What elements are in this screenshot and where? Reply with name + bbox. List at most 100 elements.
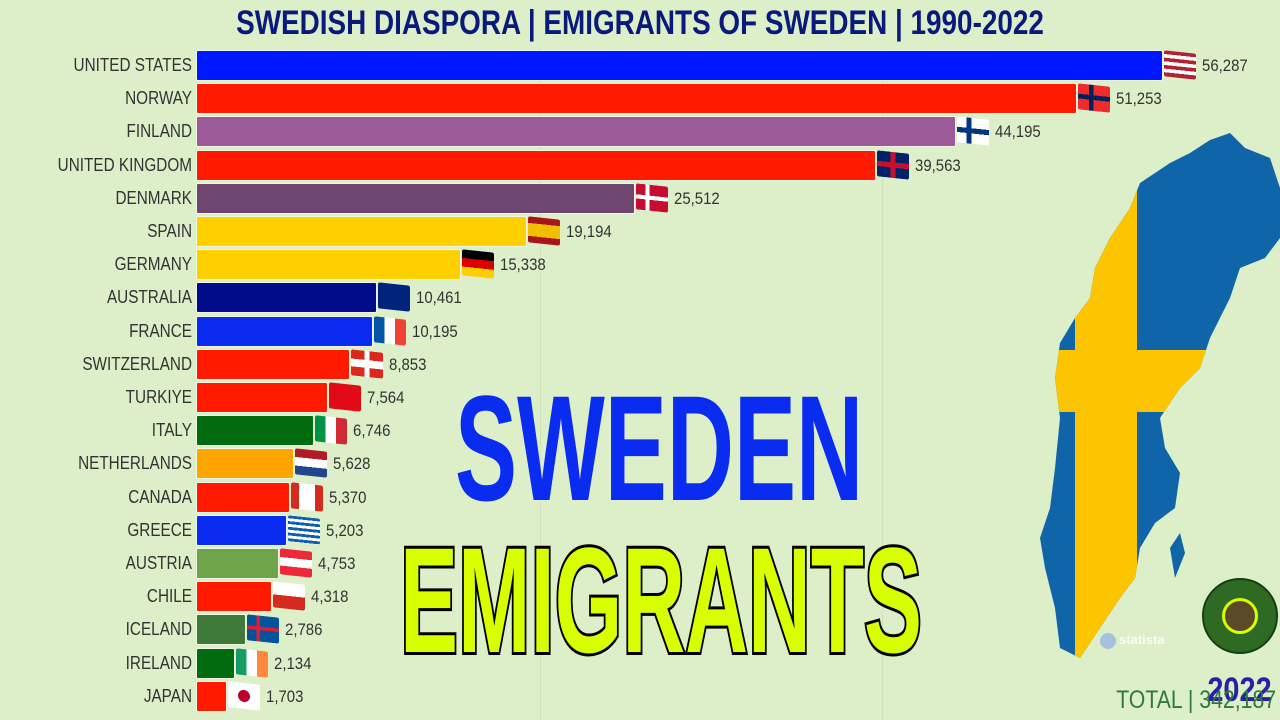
bar <box>197 416 313 446</box>
bar <box>197 217 526 246</box>
bar <box>197 582 271 612</box>
bar-label: UNITED STATES <box>73 55 192 75</box>
bar-row: SPAIN 19,194 <box>0 215 1280 248</box>
bar-label: DENMARK <box>115 187 192 208</box>
bar-row: GERMANY 15,338 <box>0 248 1280 281</box>
bar-row: UNITED KINGDOM 39,563 <box>0 149 1280 182</box>
gridline <box>540 48 541 720</box>
bar-label: FRANCE <box>129 320 192 341</box>
bar <box>197 681 226 711</box>
bar-label: AUSTRALIA <box>106 287 192 308</box>
bar-value: 19,194 <box>566 222 612 241</box>
bar-value: 2,134 <box>274 653 312 673</box>
bar-row: GREECE 5,203 <box>0 514 1280 547</box>
bar-row: FINLAND 44,195 <box>0 115 1280 148</box>
total-label: TOTAL | 342,187 <box>1116 686 1276 714</box>
italy-flag-icon <box>315 415 347 445</box>
statista-watermark: statista <box>1100 632 1165 649</box>
bar-row: FRANCE 10,195 <box>0 315 1280 348</box>
bar-value: 10,195 <box>412 321 458 341</box>
bar-value: 2,786 <box>285 620 323 640</box>
bar-label: TURKIYE <box>125 387 192 407</box>
bar-label: JAPAN <box>143 685 192 706</box>
bar-value: 4,753 <box>318 554 356 573</box>
canada-flag-icon <box>291 481 323 512</box>
bar-label: GREECE <box>127 519 192 540</box>
bar <box>197 51 1162 80</box>
bar-value: 5,203 <box>326 520 364 540</box>
bar <box>197 549 278 578</box>
bar-label: UNITED KINGDOM <box>57 154 192 175</box>
bar-label: AUSTRIA <box>125 553 192 573</box>
bar-label: SWITZERLAND <box>82 353 192 374</box>
denmark-flag-icon <box>636 183 668 213</box>
netherlands-flag-icon <box>295 448 327 479</box>
chile-flag-icon <box>273 581 305 611</box>
bar <box>197 615 245 645</box>
bar-row: CANADA 5,370 <box>0 481 1280 514</box>
bar <box>197 349 349 379</box>
bar-row: CHILE 4,318 <box>0 580 1280 613</box>
bar <box>197 117 955 147</box>
chart-title: SWEDISH DIASPORA | EMIGRANTS OF SWEDEN |… <box>236 4 1044 42</box>
bar <box>197 183 634 213</box>
bar-label: ICELAND <box>125 619 192 640</box>
bar-label: ITALY <box>151 420 192 441</box>
year-label: 2022 <box>1207 671 1272 709</box>
bar-value: 6,746 <box>353 421 391 441</box>
bar <box>197 383 327 412</box>
bar <box>197 648 234 678</box>
greece-flag-icon <box>288 515 320 545</box>
us-flag-icon <box>1164 50 1196 80</box>
bar-value: 39,563 <box>915 155 961 175</box>
gridline <box>882 48 883 720</box>
bar <box>197 515 286 545</box>
bar <box>197 150 875 180</box>
bar-row: IRELAND 2,134 <box>0 647 1280 680</box>
overlay-title-emigrants: EMIGRANTS <box>398 516 923 684</box>
bar-label: FINLAND <box>126 121 192 142</box>
bar-label: SPAIN <box>147 221 192 241</box>
bar-label: NORWAY <box>125 88 192 109</box>
sweden-flag-map <box>1040 128 1280 658</box>
bar-row: NETHERLANDS 5,628 <box>0 447 1280 480</box>
bar-row: TURKIYE 7,564 <box>0 381 1280 414</box>
bar-label: NETHERLANDS <box>78 453 192 474</box>
japan-flag-icon <box>228 681 260 711</box>
bar-row: AUSTRALIA 10,461 <box>0 281 1280 314</box>
norway-flag-icon <box>1078 83 1110 113</box>
turkey-flag-icon <box>329 382 361 412</box>
bar-label: CHILE <box>146 586 192 607</box>
bar <box>197 84 1076 114</box>
bar <box>197 482 289 512</box>
bar-row: JAPAN 1,703 <box>0 680 1280 713</box>
cityglobetour-logo-icon <box>1202 578 1278 654</box>
bar-row: ITALY 6,746 <box>0 414 1280 447</box>
germany-flag-icon <box>462 249 494 279</box>
uk-flag-icon <box>877 149 909 180</box>
bar-row: SWITZERLAND 8,853 <box>0 348 1280 381</box>
bar-value: 7,564 <box>367 388 405 407</box>
spain-flag-icon <box>528 216 560 246</box>
bar-value: 15,338 <box>500 255 546 275</box>
bar <box>197 250 460 280</box>
bar-row: NORWAY 51,253 <box>0 82 1280 115</box>
bar-value: 51,253 <box>1116 89 1162 109</box>
bar-value: 8,853 <box>389 354 427 374</box>
un-logo-icon <box>1100 632 1116 649</box>
bar-label: IRELAND <box>125 652 192 673</box>
bar-row: UNITED STATES 56,287 <box>0 49 1280 82</box>
bar-label: CANADA <box>128 486 192 507</box>
bar <box>197 449 293 479</box>
iceland-flag-icon <box>247 614 279 645</box>
bar-row: DENMARK 25,512 <box>0 182 1280 215</box>
bar-row: AUSTRIA 4,753 <box>0 547 1280 580</box>
bar-value: 5,370 <box>329 487 367 507</box>
france-flag-icon <box>374 315 406 346</box>
bar-value: 56,287 <box>1202 56 1248 75</box>
bar-label: GERMANY <box>114 254 192 275</box>
bar-value: 1,703 <box>266 686 304 706</box>
bar <box>197 316 372 346</box>
bar <box>197 283 376 313</box>
bar-row: ICELAND 2,786 <box>0 613 1280 646</box>
